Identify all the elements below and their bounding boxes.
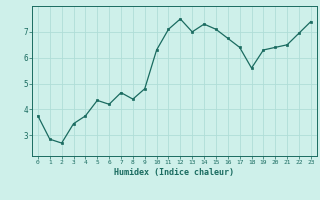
X-axis label: Humidex (Indice chaleur): Humidex (Indice chaleur) — [115, 168, 234, 177]
